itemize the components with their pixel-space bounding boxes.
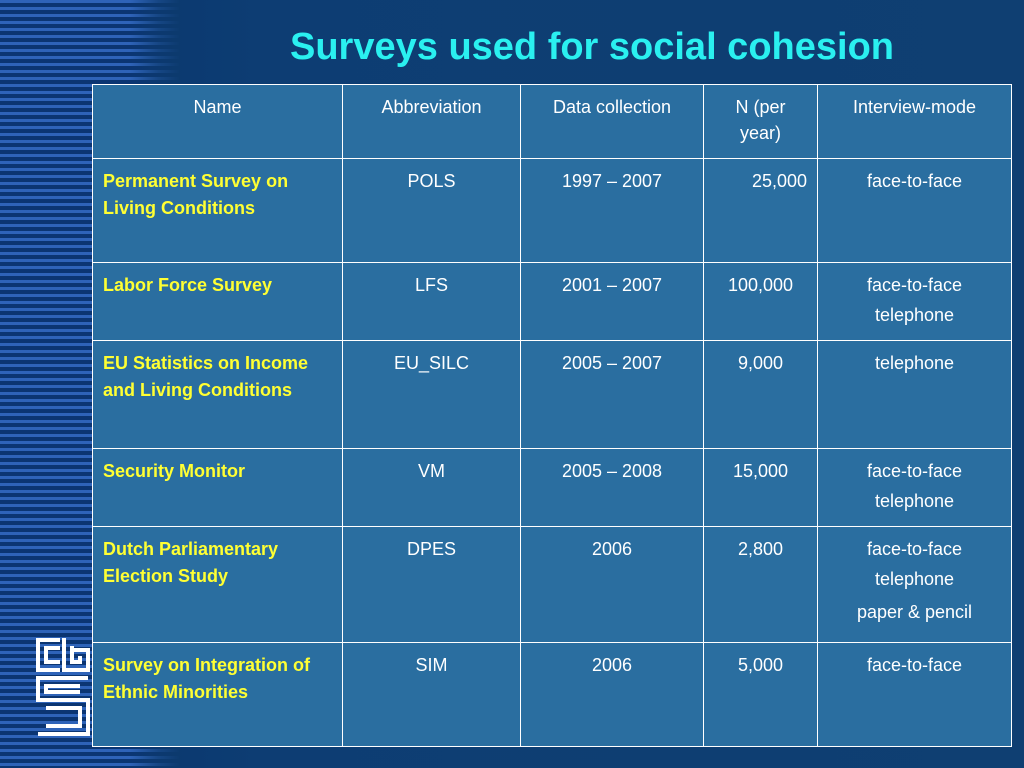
survey-data-collection: 2006 <box>520 642 704 747</box>
survey-name: Labor Force Survey <box>92 262 343 341</box>
survey-interview-mode: face-to-face telephone <box>817 448 1012 527</box>
survey-abbreviation: SIM <box>342 642 521 747</box>
column-header-abbreviation: Abbreviation <box>342 84 521 159</box>
survey-abbreviation: POLS <box>342 158 521 263</box>
table-row: EU Statistics on Income and Living Condi… <box>92 340 1012 449</box>
survey-name: Survey on Integration of Ethnic Minoriti… <box>92 642 343 747</box>
column-header-name: Name <box>92 84 343 159</box>
column-header-n-per-year: N (per year) <box>703 84 818 159</box>
survey-n: 2,800 <box>703 526 818 643</box>
survey-name: Security Monitor <box>92 448 343 527</box>
survey-abbreviation: DPES <box>342 526 521 643</box>
column-header-data-collection: Data collection <box>520 84 704 159</box>
survey-n: 9,000 <box>703 340 818 449</box>
survey-n: 25,000 <box>703 158 818 263</box>
interview-mode-line: face-to-face <box>866 539 963 559</box>
table-row: Security Monitor VM 2005 – 2008 15,000 f… <box>92 448 1012 527</box>
survey-abbreviation: LFS <box>342 262 521 341</box>
interview-mode-line: telephone <box>874 491 955 511</box>
survey-data-collection: 2005 – 2007 <box>520 340 704 449</box>
interview-mode-line: face-to-face <box>866 275 963 295</box>
table-row: Permanent Survey on Living Conditions PO… <box>92 158 1012 263</box>
table-row: Survey on Integration of Ethnic Minoriti… <box>92 642 1012 747</box>
survey-n: 5,000 <box>703 642 818 747</box>
interview-mode-line: paper & pencil <box>856 602 973 623</box>
survey-interview-mode: face-to-face <box>817 642 1012 747</box>
slide-title: Surveys used for social cohesion <box>290 26 894 68</box>
survey-data-collection: 2006 <box>520 526 704 643</box>
survey-name: EU Statistics on Income and Living Condi… <box>92 340 343 449</box>
column-header-interview-mode: Interview-mode <box>817 84 1012 159</box>
table-row: Labor Force Survey LFS 2001 – 2007 100,0… <box>92 262 1012 341</box>
interview-mode-line: telephone <box>874 569 955 589</box>
survey-data-collection: 2005 – 2008 <box>520 448 704 527</box>
interview-mode-line: face-to-face <box>866 171 963 191</box>
surveys-table: Name Abbreviation Data collection N (per… <box>92 84 1012 747</box>
survey-data-collection: 2001 – 2007 <box>520 262 704 341</box>
survey-name: Permanent Survey on Living Conditions <box>92 158 343 263</box>
interview-mode-line: telephone <box>874 305 955 325</box>
survey-abbreviation: VM <box>342 448 521 527</box>
table-header-row: Name Abbreviation Data collection N (per… <box>92 84 1012 159</box>
survey-interview-mode: face-to-face <box>817 158 1012 263</box>
survey-name: Dutch Parliamentary Election Study <box>92 526 343 643</box>
survey-data-collection: 1997 – 2007 <box>520 158 704 263</box>
survey-interview-mode: telephone <box>817 340 1012 449</box>
interview-mode-line: face-to-face <box>866 655 963 675</box>
cbs-logo-icon <box>36 638 90 736</box>
survey-interview-mode: face-to-face telephone <box>817 262 1012 341</box>
survey-interview-mode: face-to-face telephone paper & pencil <box>817 526 1012 643</box>
survey-abbreviation: EU_SILC <box>342 340 521 449</box>
interview-mode-line: face-to-face <box>866 461 963 481</box>
survey-n: 100,000 <box>703 262 818 341</box>
survey-n: 15,000 <box>703 448 818 527</box>
interview-mode-line: telephone <box>874 353 955 373</box>
table-row: Dutch Parliamentary Election Study DPES … <box>92 526 1012 643</box>
